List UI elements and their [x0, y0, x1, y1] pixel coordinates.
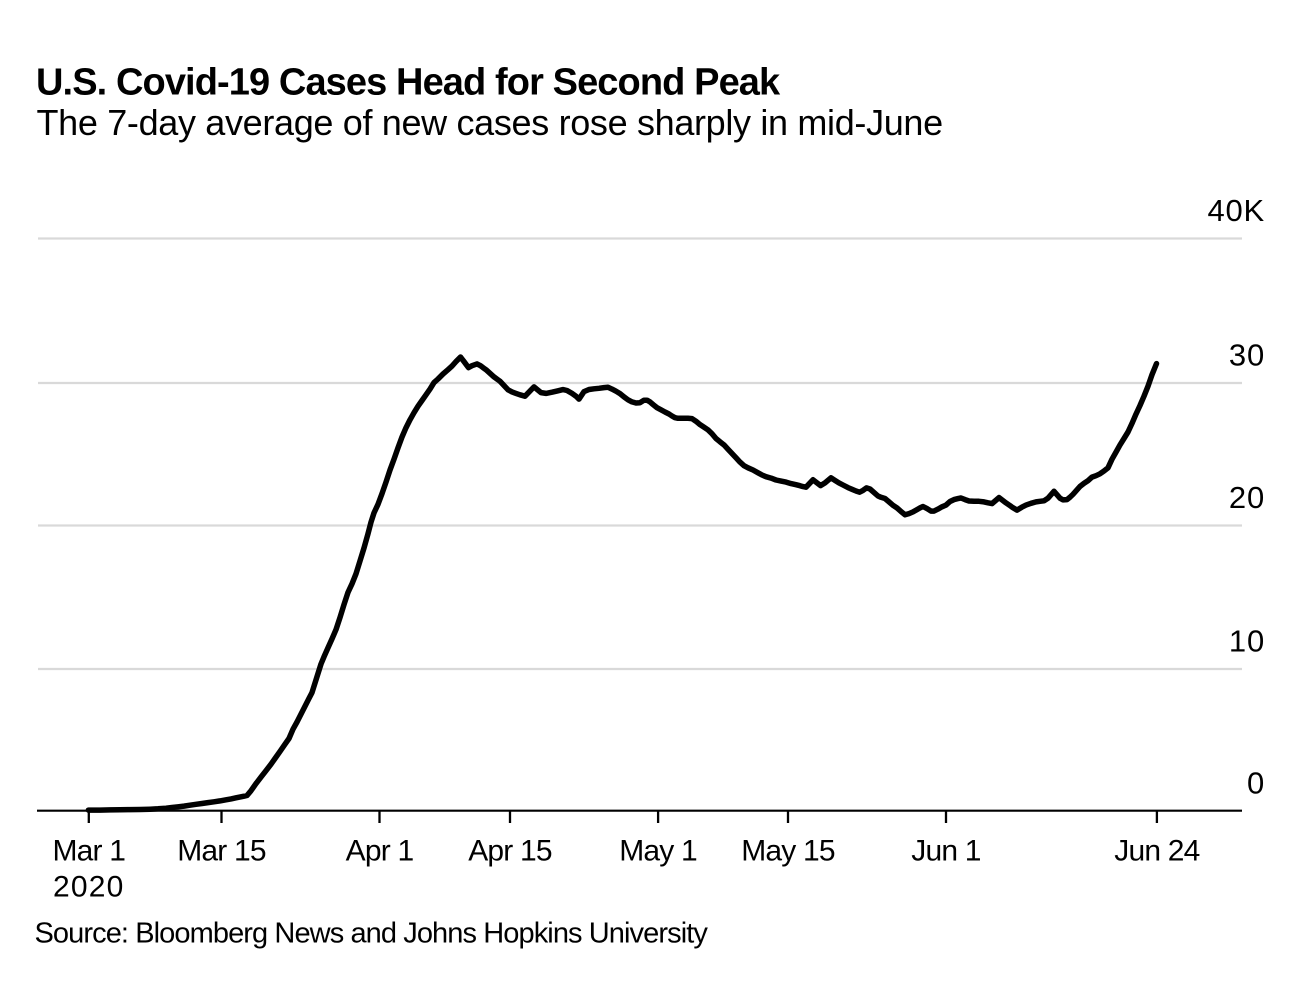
- svg-text:Mar 15: Mar 15: [177, 835, 266, 868]
- svg-text:U.S. Covid-19 Cases Head for S: U.S. Covid-19 Cases Head for Second Peak: [36, 62, 781, 104]
- svg-text:40K: 40K: [1207, 193, 1265, 228]
- svg-text:Apr 15: Apr 15: [468, 835, 552, 868]
- svg-text:20: 20: [1229, 480, 1265, 515]
- svg-text:The 7-day average of new cases: The 7-day average of new cases rose shar…: [37, 102, 943, 143]
- svg-text:0: 0: [1247, 766, 1265, 801]
- svg-text:10: 10: [1229, 624, 1265, 659]
- svg-text:Mar 1: Mar 1: [52, 835, 125, 868]
- svg-text:30: 30: [1229, 338, 1265, 373]
- svg-text:Source: Bloomberg News and Joh: Source: Bloomberg News and Johns Hopkins…: [35, 918, 709, 950]
- svg-text:Jun 24: Jun 24: [1114, 835, 1199, 868]
- svg-text:May 1: May 1: [619, 835, 697, 868]
- svg-text:2020: 2020: [53, 871, 125, 904]
- svg-text:Apr 1: Apr 1: [346, 835, 414, 868]
- svg-text:May 15: May 15: [741, 835, 835, 868]
- svg-text:Jun 1: Jun 1: [911, 835, 981, 868]
